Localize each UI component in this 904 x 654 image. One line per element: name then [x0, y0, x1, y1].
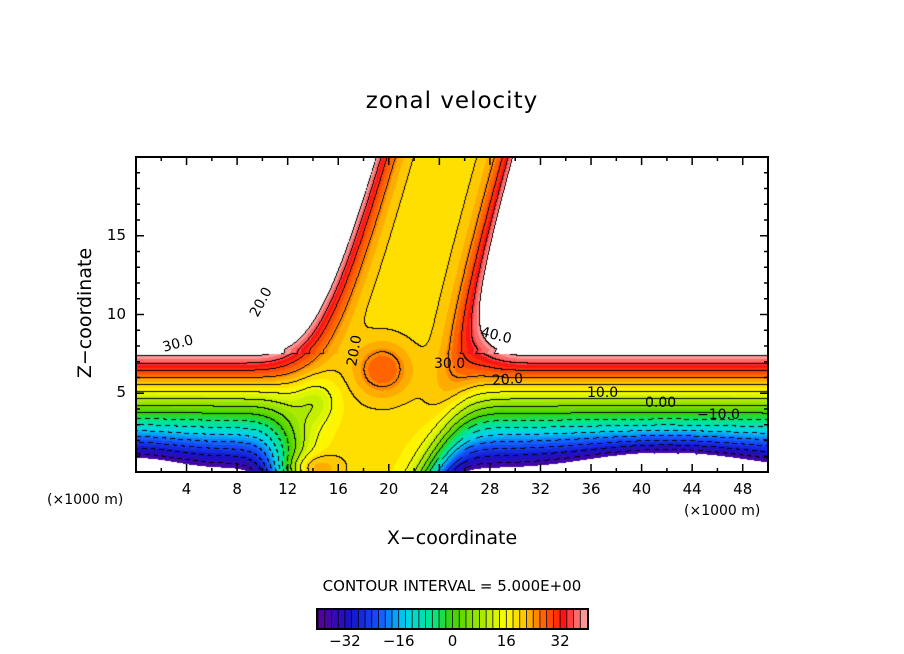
colorbar-swatch: [519, 610, 527, 628]
contour-label: −10.0: [697, 407, 740, 423]
colorbar-swatch: [398, 610, 406, 628]
colorbar-swatch: [452, 610, 460, 628]
colorbar-tick-label: 32: [550, 632, 570, 650]
colorbar-swatch: [492, 610, 500, 628]
colorbar-swatch: [412, 610, 419, 628]
colorbar-swatch: [539, 610, 547, 628]
y-tick-label: 5: [116, 383, 126, 402]
colorbar-swatch: [378, 610, 386, 628]
colorbar-swatch: [331, 610, 339, 628]
plot-border: [135, 156, 769, 473]
x-tick-label: 40: [632, 480, 652, 498]
y-axis-label: Z−coordinate: [74, 247, 96, 379]
colorbar-swatch: [432, 610, 440, 628]
plot-area: [136, 157, 768, 476]
colorbar-tick-label: 0: [447, 632, 458, 650]
chart-title: zonal velocity: [365, 88, 539, 114]
colorbar-swatch: [324, 610, 332, 628]
x-unit-right: (×1000 m): [684, 503, 761, 519]
x-tick-label: 48: [733, 480, 753, 498]
colorbar-swatch: [385, 610, 392, 628]
colorbar-swatch: [358, 610, 366, 628]
x-tick-label: 32: [530, 480, 551, 498]
colorbar-swatch: [533, 610, 540, 628]
colorbar-swatch: [338, 610, 345, 628]
x-tick-label: 36: [581, 480, 601, 498]
x-tick-label: 4: [181, 480, 192, 498]
colorbar-swatch: [344, 610, 352, 628]
colorbar-swatch: [418, 610, 426, 628]
colorbar-swatch: [439, 610, 446, 628]
colorbar-swatch: [560, 610, 567, 628]
colorbar-swatch: [526, 610, 534, 628]
colorbar-swatch: [459, 610, 466, 628]
contour-interval-text: CONTOUR INTERVAL = 5.000E+00: [322, 577, 582, 595]
colorbar-swatch: [486, 610, 493, 628]
x-tick-label: 28: [480, 480, 500, 498]
x-tick-label: 8: [232, 480, 242, 498]
x-tick-label: 16: [328, 480, 348, 498]
colorbar-swatch: [365, 610, 372, 628]
x-tick-label: 20: [379, 480, 399, 498]
colorbar: [316, 608, 589, 630]
colorbar-swatch: [513, 610, 520, 628]
colorbar-swatch: [425, 610, 433, 628]
colorbar-swatch: [405, 610, 413, 628]
colorbar-tick-label: −32: [329, 632, 361, 650]
colorbar-swatch: [318, 610, 325, 628]
colorbar-swatch: [391, 610, 399, 628]
colorbar-swatch: [499, 610, 507, 628]
colorbar-swatch: [553, 610, 561, 628]
colorbar-swatch: [479, 610, 487, 628]
colorbar-swatch: [580, 610, 587, 628]
x-tick-label: 44: [682, 480, 702, 498]
contour-field: [136, 157, 768, 472]
colorbar-tick-label: 16: [496, 632, 516, 650]
x-tick-label: 24: [429, 480, 449, 498]
colorbar-border: [316, 608, 589, 630]
contour-label: 20.0: [491, 370, 524, 389]
y-tick-label: 15: [106, 225, 126, 244]
colorbar-swatch: [573, 610, 581, 628]
colorbar-swatch: [371, 610, 379, 628]
contour-label: 30.0: [434, 356, 466, 372]
y-tick-label: 10: [106, 304, 126, 323]
colorbar-swatch: [351, 610, 359, 628]
x-axis-label: X−coordinate: [386, 527, 518, 549]
contour-label: 10.0: [587, 385, 619, 401]
colorbar-tick-label: −16: [382, 632, 415, 650]
colorbar-swatch: [546, 610, 554, 628]
x-unit-left: (×1000 m): [47, 492, 124, 508]
colorbar-swatch: [566, 610, 574, 628]
colorbar-swatch: [472, 610, 480, 628]
contour-label: 0.00: [645, 395, 677, 411]
colorbar-swatch: [445, 610, 453, 628]
x-tick-label: 12: [278, 480, 298, 498]
colorbar-swatch: [465, 610, 473, 628]
colorbar-swatch: [506, 610, 514, 628]
